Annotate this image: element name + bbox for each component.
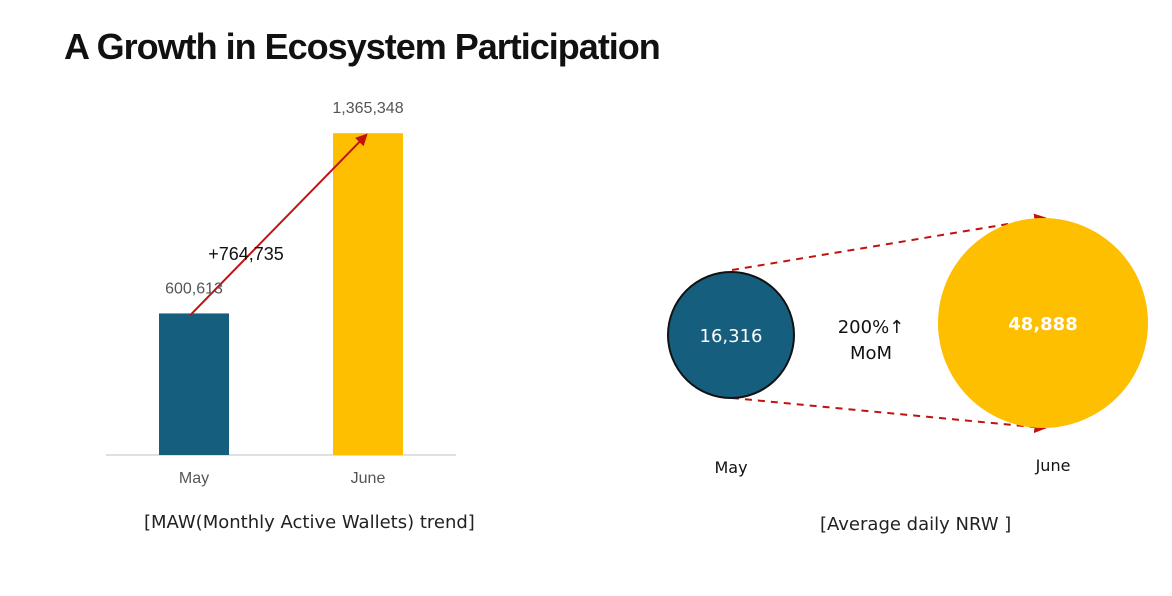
growth-arrow: [189, 133, 368, 317]
bar-may: [159, 313, 229, 455]
dashed-arrow-bottom: [731, 397, 1047, 434]
page-title: A Growth in Ecosystem Participation: [64, 26, 661, 67]
growth-percent-label: 200%↑: [838, 317, 905, 338]
bubble-value-june: 48,888: [1008, 314, 1077, 335]
nrw-bubble-chart: 16,316 48,888 200%↑ MoM May June: [667, 213, 1148, 477]
bubble-june: [938, 218, 1148, 428]
bubble-category-may: May: [714, 458, 747, 477]
data-label-june: 1,365,348: [332, 100, 403, 117]
growth-annotation: +764,735: [208, 244, 284, 264]
tick-label-june: June: [351, 470, 386, 487]
tick-label-may: May: [179, 470, 209, 487]
dashed-arrow-top: [731, 213, 1047, 271]
data-label-may: 600,613: [165, 280, 223, 297]
bubble-value-may: 16,316: [700, 326, 763, 347]
bar-june: [333, 133, 403, 455]
mom-label: MoM: [850, 343, 892, 364]
bubble-chart-caption: [Average daily NRW ]: [820, 514, 1012, 535]
maw-bar-chart: 600,613 1,365,348 +764,735 May June: [106, 100, 456, 487]
bar-chart-caption: [MAW(Monthly Active Wallets) trend]: [144, 512, 475, 533]
bubble-may: [667, 271, 795, 399]
bubble-category-june: June: [1035, 456, 1071, 475]
